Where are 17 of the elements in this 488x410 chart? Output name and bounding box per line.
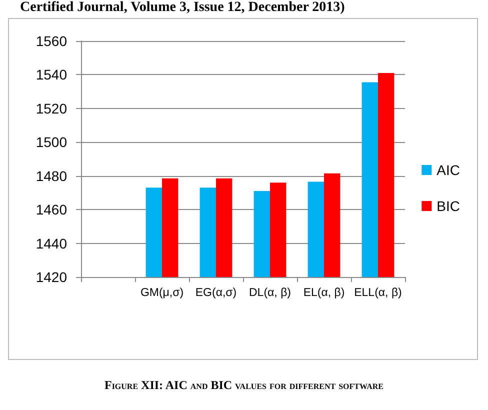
legend-label: AIC — [436, 162, 460, 178]
x-tick-label: EG(α,σ) — [195, 287, 237, 299]
text: Figure XII: AIC and BIC values for different software — [103, 378, 384, 393]
legend-label: BIC — [436, 198, 460, 214]
y-tick-label: 1440 — [36, 235, 68, 252]
y-tick-label: 1560 — [36, 33, 68, 49]
x-tick-label: GM(μ,σ) — [140, 287, 184, 299]
x-tick-label: DL(α, β) — [248, 287, 292, 299]
y-tick-label: 1540 — [36, 66, 68, 83]
y-tick-label: 1480 — [36, 168, 68, 184]
y-tick-label: 1460 — [36, 202, 68, 218]
y-tick-label: 1520 — [36, 100, 68, 116]
y-tick-label: 1420 — [36, 269, 68, 285]
text: Certified Journal, Volume 3, Issue 12, December 2013) — [20, 0, 345, 16]
x-tick-label: EL(α, β) — [303, 287, 345, 299]
y-tick-label: 1500 — [36, 134, 68, 150]
x-tick-label: ELL(α, β) — [354, 287, 402, 299]
